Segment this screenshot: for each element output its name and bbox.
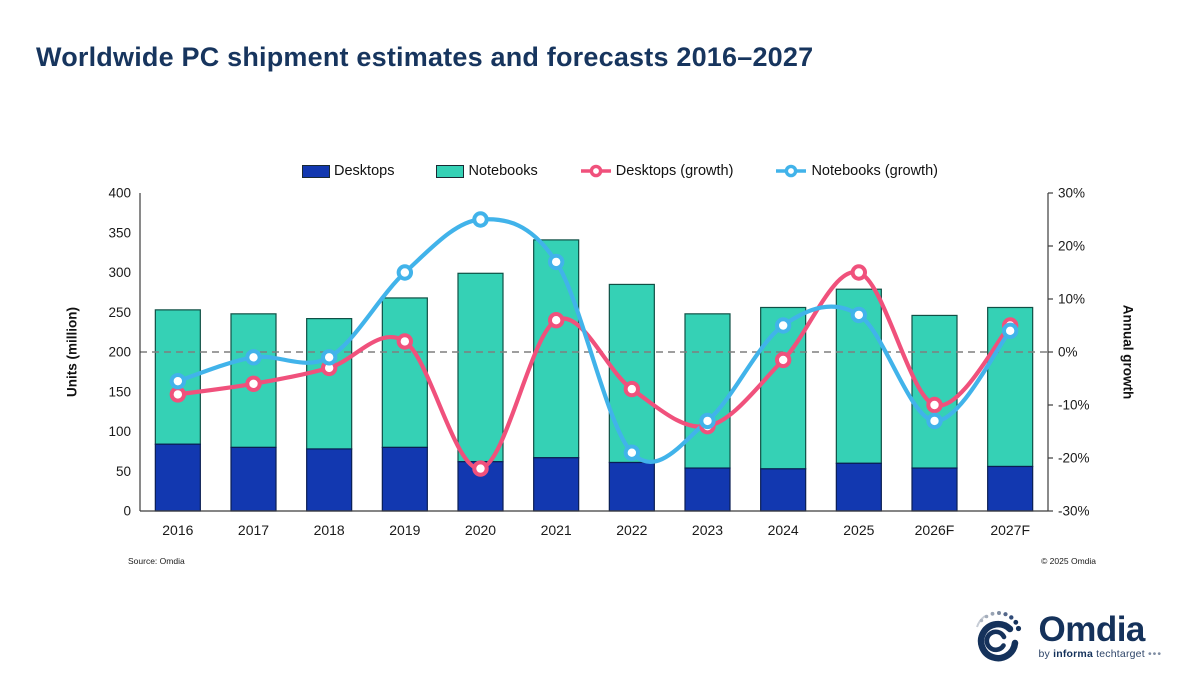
x-tick-label-2022: 2022 — [616, 522, 647, 538]
marker-desktops-growth-2026F — [926, 396, 943, 414]
marker-notebooks-growth-2020 — [472, 211, 489, 228]
x-tick-label-2017: 2017 — [238, 522, 269, 538]
legend-item-desktops-growth: Desktops (growth) — [580, 163, 734, 179]
tick-label-right--20: -20% — [1058, 451, 1090, 466]
x-tick-label-2018: 2018 — [314, 522, 345, 538]
marker-notebooks-growth-2022 — [623, 444, 641, 461]
legend-item-desktops: Desktops — [302, 163, 394, 179]
legend-label-desktops: Desktops — [334, 163, 395, 179]
tick-label-left-0: 0 — [123, 504, 131, 519]
logo-wordmark: Omdia — [1038, 610, 1145, 650]
bar-notebooks-2021 — [533, 239, 580, 459]
x-tick-label-2027F: 2027F — [990, 522, 1030, 538]
logo-byline-dots-icon: ••• — [1147, 648, 1162, 661]
bar-desktops-2021 — [533, 457, 580, 512]
marker-notebooks-growth-2023 — [699, 412, 716, 430]
chart-legend: Desktops Notebooks Desktops (growth) Not… — [0, 163, 1200, 179]
tick-label-right-20: 20% — [1058, 239, 1085, 254]
x-tick-label-2021: 2021 — [541, 522, 572, 538]
legend-label-desktops-growth: Desktops (growth) — [615, 163, 734, 179]
tick-label-right--30: -30% — [1058, 504, 1090, 519]
marker-desktops-growth-2019 — [396, 333, 414, 350]
y-axis-label-left: Units (million) — [64, 307, 80, 397]
bar-notebooks-2020 — [457, 272, 504, 463]
x-tick-label-2020: 2020 — [465, 522, 496, 538]
marker-notebooks-growth-2019 — [396, 264, 414, 281]
x-tick-label-2024: 2024 — [768, 522, 799, 538]
logo-byline-techtarget: techtarget — [1096, 648, 1145, 661]
tick-label-right--10: -10% — [1058, 398, 1090, 413]
y-axis-label-right: Annual growth — [1120, 304, 1136, 400]
bar-desktops-2025 — [835, 462, 882, 512]
omdia-logo-icon — [976, 611, 1022, 662]
tick-label-left-100: 100 — [108, 424, 131, 439]
tick-label-right-0: 0% — [1058, 345, 1078, 360]
page-title: Worldwide PC shipment estimates and fore… — [36, 42, 814, 72]
marker-desktops-growth-2020 — [472, 460, 489, 477]
bar-desktops-2016 — [154, 443, 201, 512]
marker-notebooks-growth-2027F — [1001, 322, 1019, 339]
bar-notebooks-2018 — [306, 318, 353, 450]
x-tick-label-2023: 2023 — [692, 522, 723, 538]
logo-byline-prefix: by — [1038, 648, 1050, 661]
marker-notebooks-growth-2021 — [547, 253, 565, 271]
tick-label-left-200: 200 — [108, 345, 131, 360]
bar-notebooks-2026F — [911, 314, 958, 469]
tick-label-left-150: 150 — [108, 384, 131, 399]
source-note: Source: Omdia — [128, 556, 185, 566]
marker-notebooks-growth-2025 — [850, 306, 868, 324]
legend-line-marker-notebooks-growth-icon — [776, 164, 807, 178]
marker-desktops-growth-2025 — [850, 264, 868, 281]
tick-label-left-400: 400 — [108, 186, 131, 201]
logo-byline-informa: informa — [1053, 648, 1094, 661]
marker-desktops-growth-2016 — [169, 386, 187, 403]
bar-desktops-2017 — [230, 446, 277, 512]
x-tick-label-2025: 2025 — [843, 522, 874, 538]
tick-label-left-50: 50 — [116, 464, 131, 479]
legend-item-notebooks: Notebooks — [436, 163, 538, 179]
legend-line-marker-desktops-growth-icon — [580, 164, 611, 178]
legend-swatch-notebooks-icon — [436, 164, 465, 178]
logo-byline: by informa techtarget ••• — [1038, 649, 1162, 660]
omdia-logo: Omdia by informa techtarget ••• — [967, 605, 1162, 667]
tick-label-right-10: 10% — [1058, 292, 1085, 307]
bar-desktops-2027F — [987, 465, 1034, 512]
marker-desktops-growth-2022 — [623, 380, 641, 398]
bar-desktops-2024 — [760, 468, 807, 512]
bar-desktops-2026F — [911, 467, 958, 512]
bar-notebooks-2023 — [684, 313, 731, 469]
bar-desktops-2019 — [381, 446, 428, 512]
bar-desktops-2018 — [306, 448, 353, 512]
marker-desktops-growth-2024 — [774, 351, 792, 369]
x-tick-label-2016: 2016 — [162, 522, 193, 538]
x-tick-label-2026F: 2026F — [915, 522, 955, 538]
copyright-note: © 2025 Omdia — [1041, 556, 1096, 566]
legend-label-notebooks: Notebooks — [468, 163, 538, 179]
marker-notebooks-growth-2018 — [320, 349, 338, 366]
bar-desktops-2022 — [608, 461, 655, 512]
legend-swatch-desktops-icon — [302, 164, 331, 178]
tick-label-right-30: 30% — [1058, 186, 1085, 201]
legend-item-notebooks-growth: Notebooks (growth) — [775, 163, 938, 179]
marker-notebooks-growth-2024 — [774, 317, 792, 334]
bar-notebooks-2019 — [381, 297, 428, 449]
marker-desktops-growth-2021 — [547, 312, 565, 329]
tick-label-left-350: 350 — [108, 225, 131, 240]
tick-label-left-250: 250 — [108, 305, 131, 320]
tick-label-left-300: 300 — [108, 265, 131, 280]
line-desktops-growth — [175, 270, 1013, 471]
x-tick-label-2019: 2019 — [389, 522, 420, 538]
legend-label-notebooks-growth: Notebooks (growth) — [811, 163, 938, 179]
marker-notebooks-growth-2016 — [169, 372, 187, 390]
marker-notebooks-growth-2026F — [926, 412, 943, 430]
marker-desktops-growth-2017 — [245, 375, 262, 392]
bar-desktops-2023 — [684, 467, 731, 512]
marker-notebooks-growth-2017 — [245, 349, 262, 366]
